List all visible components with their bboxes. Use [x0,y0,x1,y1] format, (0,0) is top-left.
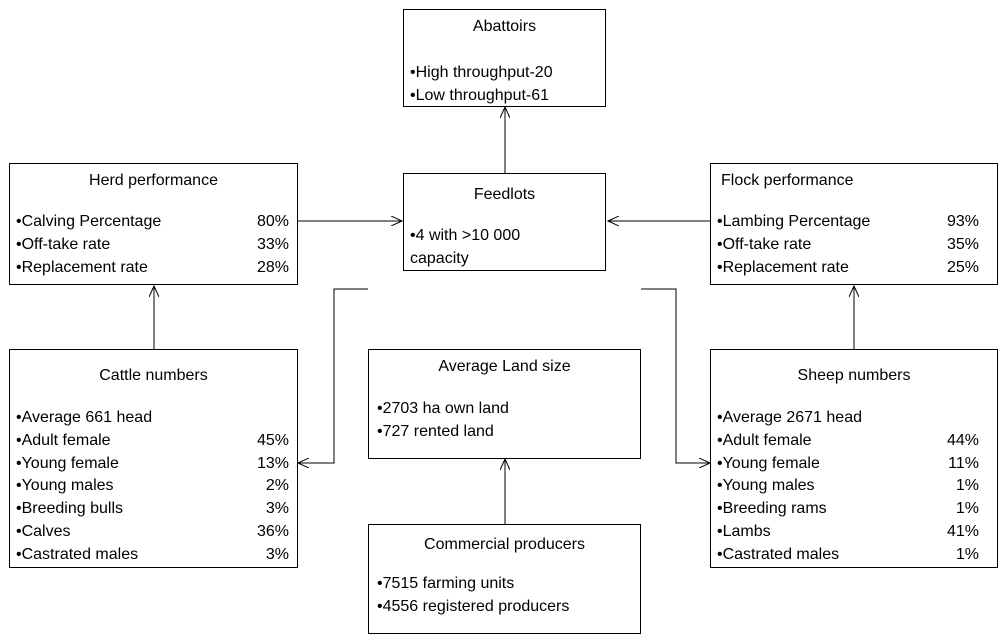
feedlots-item: capacity [410,249,469,267]
flock-item: •Lambing Percentage 93% [717,211,979,234]
herd-item-value: 28% [256,258,289,276]
herd-performance-title: Herd performance [89,172,218,189]
flock-performance-box: Flock performance •Lambing Percentage 93%… [710,163,998,285]
herd-item-value: 80% [256,213,289,230]
sheep-item-label: •Young males [717,477,815,495]
flock-item-value: 35% [946,235,979,253]
flock-item-label: •Replacement rate [717,258,849,276]
arrow-land-to-cattle [298,288,368,463]
herd-performance-box: Herd performance •Calving Percentage 80% … [9,163,298,285]
arrow-land-to-sheep [641,288,710,463]
abattoirs-item: •High throughput-20 [410,64,553,81]
sheep-item-value: 1% [955,477,979,495]
cattle-item-label: •Young female [16,454,119,472]
herd-item-label: •Calving Percentage [16,213,162,230]
sheep-item-label: •Castrated males [717,545,840,563]
herd-item-label: •Replacement rate [16,258,148,276]
producers-item: •4556 registered producers [377,597,570,615]
feedlots-title: Feedlots [473,186,536,203]
cattle-average: •Average 661 head [16,409,153,426]
herd-item: •Off-take rate 33% [16,234,289,257]
sheep-item: •Young female 11% [717,453,979,476]
cattle-item-label: •Calves [16,522,71,540]
abattoirs-item: •Low throughput-61 [410,86,550,104]
sheep-item-label: •Adult female [717,431,812,449]
commercial-producers-box: Commercial producers •7515 farming units… [368,524,641,634]
cattle-item: •Breeding bulls 3% [16,498,289,521]
cattle-item: •Castrated males 3% [16,544,289,567]
cattle-item-value: 2% [265,477,289,495]
sheep-item-label: •Lambs [717,522,771,540]
herd-item: •Replacement rate 28% [16,257,289,280]
average-land-size-title: Average Land size [438,358,571,375]
flock-item-value: 93% [946,213,979,230]
cattle-item-value: 45% [256,431,289,449]
herd-item: •Calving Percentage 80% [16,211,289,234]
sheep-item: •Young males 1% [717,475,979,498]
flock-item: •Off-take rate 35% [717,234,979,257]
abattoirs-title: Abattoirs [472,18,537,35]
sheep-numbers-title: Sheep numbers [797,367,911,384]
herd-item-label: •Off-take rate [16,235,111,253]
flock-item-value: 25% [946,258,979,276]
cattle-item-value: 3% [265,545,289,563]
sheep-item-label: •Breeding rams [717,500,827,518]
cattle-numbers-box: Cattle numbers •Average 661 head •Adult … [9,349,298,568]
flock-item: •Replacement rate 25% [717,257,979,280]
cattle-item-label: •Breeding bulls [16,500,123,518]
cattle-item: •Calves 36% [16,521,289,544]
cattle-item-value: 3% [265,500,289,518]
flock-performance-title: Flock performance [721,172,854,189]
connector-arrows [0,0,999,524]
sheep-item: •Castrated males 1% [717,544,979,567]
cattle-item: •Young males 2% [16,475,289,498]
cattle-item-value: 13% [256,454,289,472]
cattle-numbers-title: Cattle numbers [99,367,208,384]
sheep-item-value: 41% [946,522,979,540]
land-item: •2703 ha own land [377,400,509,417]
cattle-item-label: •Adult female [16,431,111,449]
cattle-item-label: •Castrated males [16,545,139,563]
feedlots-box: Feedlots •4 with >10 000 capacity [403,173,606,271]
flock-item-label: •Lambing Percentage [717,213,871,230]
abattoirs-box: Abattoirs •High throughput-20 •Low throu… [403,9,606,107]
cattle-item-label: •Young males [16,477,114,495]
commercial-producers-title: Commercial producers [424,536,585,553]
sheep-item-value: 44% [946,431,979,449]
sheep-item-value: 1% [955,545,979,563]
sheep-numbers-box: Sheep numbers •Average 2671 head •Adult … [710,349,998,568]
cattle-item-value: 36% [256,522,289,540]
cattle-item: •Adult female 45% [16,430,289,453]
sheep-item-label: •Young female [717,454,820,472]
sheep-item-value: 1% [955,500,979,518]
producers-item: •7515 farming units [377,575,515,592]
herd-item-value: 33% [256,235,289,253]
sheep-item-value: 11% [948,454,979,472]
sheep-item: •Lambs 41% [717,521,979,544]
cattle-item: •Young female 13% [16,453,289,476]
sheep-item: •Adult female 44% [717,430,979,453]
land-item: •727 rented land [377,422,494,440]
feedlots-item: •4 with >10 000 [410,227,521,244]
sheep-average: •Average 2671 head [717,409,862,426]
average-land-size-box: Average Land size •2703 ha own land •727… [368,349,641,459]
sheep-item: •Breeding rams 1% [717,498,979,521]
flock-item-label: •Off-take rate [717,235,812,253]
